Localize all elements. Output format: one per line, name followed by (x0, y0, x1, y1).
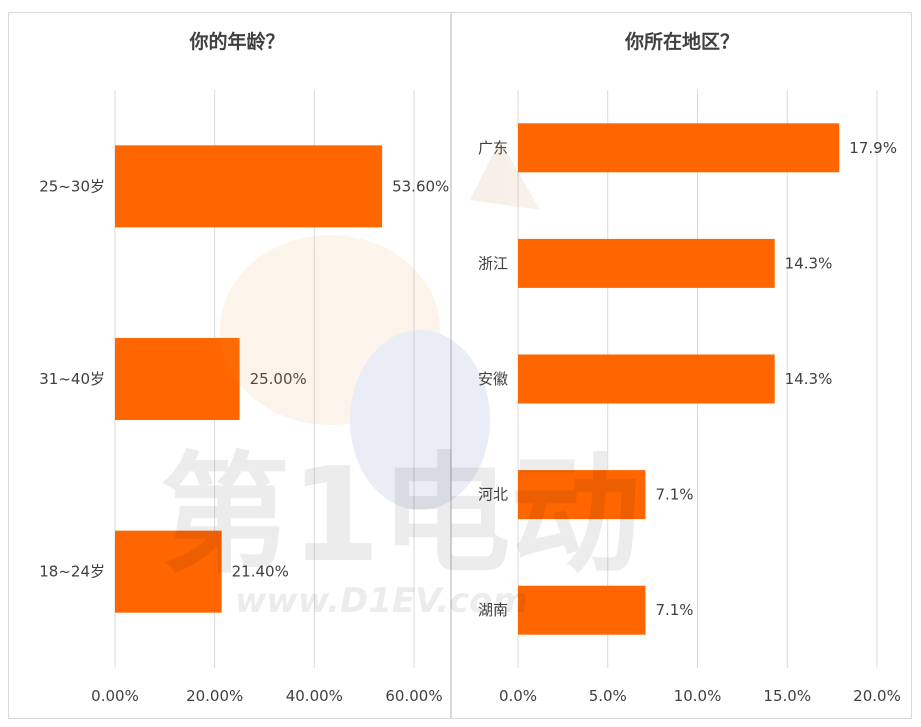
region-x-tick-label: 10.0% (674, 687, 722, 705)
age-x-tick-label: 0.00% (91, 687, 139, 705)
age-data-label: 25.00% (250, 370, 307, 388)
age-bar (115, 530, 222, 613)
region-x-tick-label: 5.0% (589, 687, 627, 705)
region-data-label: 17.9% (849, 139, 897, 157)
age-x-tick-label: 20.00% (186, 687, 243, 705)
region-data-label: 14.3% (785, 254, 833, 272)
region-x-tick-label: 0.0% (499, 687, 537, 705)
region-bar (518, 470, 646, 520)
region-data-label: 14.3% (785, 370, 833, 388)
region-x-tick-label: 15.0% (763, 687, 811, 705)
age-x-tick-label: 40.00% (286, 687, 343, 705)
age-chart: 你的年龄？ 25~30岁 31~40岁 18~24岁 53.60% 25.00% 21.… (39, 30, 449, 705)
age-category-label: 18~24岁 (39, 563, 105, 581)
age-bar (115, 145, 383, 228)
region-data-label: 7.1% (655, 601, 693, 619)
age-x-tick-label: 60.00% (385, 687, 442, 705)
age-bar (115, 338, 240, 420)
region-category-label: 湖南 (478, 601, 508, 619)
region-category-label: 浙江 (478, 254, 508, 272)
region-bar (518, 238, 775, 288)
age-category-label: 25~30岁 (39, 177, 105, 195)
region-bar (518, 354, 775, 404)
age-data-label: 53.60% (392, 177, 449, 195)
region-bar (518, 123, 840, 173)
region-category-label: 广东 (478, 139, 508, 157)
region-data-label: 7.1% (655, 486, 693, 504)
region-bar (518, 585, 646, 635)
age-chart-title: 你的年龄？ (188, 30, 284, 53)
region-x-tick-label: 20.0% (853, 687, 901, 705)
region-category-label: 安徽 (478, 370, 508, 388)
age-category-label: 31~40岁 (39, 370, 105, 388)
age-chart-panel: 你的年龄？ 25~30岁 31~40岁 18~24岁 53.60% 25.00% 21.… (8, 12, 451, 719)
age-data-label: 21.40% (232, 563, 289, 581)
region-chart-panel: 你所在地区？ 广东浙江安徽河北湖南 17.9% 14.3% 14.3% 7.1% 7.1… (451, 12, 912, 719)
region-chart-title: 你所在地区？ (624, 30, 739, 53)
region-category-label: 河北 (478, 486, 508, 504)
